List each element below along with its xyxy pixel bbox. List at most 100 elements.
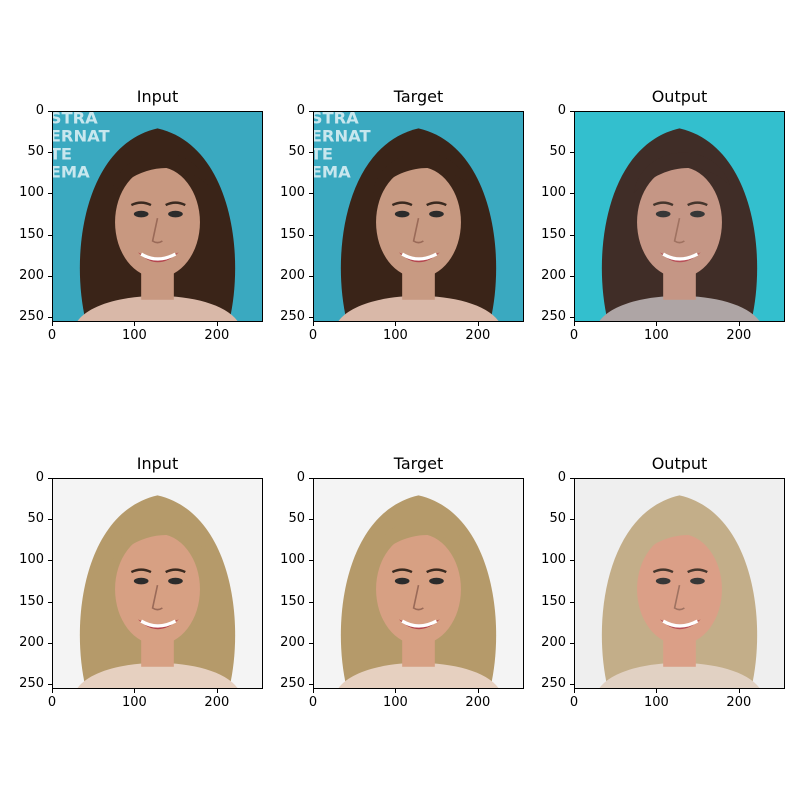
x-tick-label: 100 [383,695,408,710]
face-image: STRAERNATTEEMA [53,112,262,321]
shoulders [599,295,760,321]
soft-overlay [575,112,784,321]
y-tick-label: 200 [541,267,566,283]
y-tick-mark [48,111,52,112]
backdrop-text: STRA [53,112,98,127]
right-eye [429,577,444,585]
x-tick-label: 200 [465,328,491,343]
y-tick-label: 250 [541,676,566,692]
x-tick-label: 100 [644,328,669,343]
x-tick-label: 200 [204,695,230,710]
teeth [140,619,177,628]
face-image [53,479,262,688]
y-tick-mark [48,642,52,644]
x-tick-mark [574,689,575,693]
image-panel [574,478,785,689]
y-tick-label: 50 [549,144,566,160]
y-tick-mark [570,193,574,195]
left-eye [133,210,149,218]
image-panel: STRAERNATTEEMA [52,111,263,322]
x-tick-mark [134,689,136,693]
y-tick-label: 250 [280,676,305,692]
left-brow [652,568,674,574]
x-tick-mark [738,322,740,326]
left-eye [394,577,410,585]
shoulders [338,662,499,688]
x-tick-mark [656,322,658,326]
y-tick-mark [309,642,313,644]
hair-fringe [372,152,470,194]
right-eye [690,577,705,585]
y-tick-label: 150 [280,226,305,242]
backdrop-text: EMA [53,162,90,181]
image-panel: STRAERNATTEEMA [313,111,524,322]
y-tick-mark [309,317,313,319]
y-tick-label: 50 [288,144,305,160]
right-brow [426,568,447,574]
left-eye [655,210,671,218]
y-tick-label: 50 [27,511,44,527]
x-tick-mark [134,322,136,326]
x-tick-label: 200 [726,695,752,710]
y-tick-label: 100 [280,552,305,568]
y-tick-mark [48,193,52,195]
y-tick-mark [570,601,574,603]
x-tick-mark [738,689,740,693]
right-eye [690,210,705,218]
backdrop-text: TE [53,144,72,163]
y-tick-label: 150 [19,593,44,609]
face-image [314,479,523,688]
x-tick-mark [52,322,53,326]
x-tick-label: 0 [569,328,579,343]
x-tick-mark [395,689,397,693]
backdrop-text: TE [314,144,333,163]
x-tick-label: 200 [726,328,752,343]
y-tick-mark [570,519,574,521]
y-tick-label: 0 [35,470,44,485]
right-brow [687,201,708,207]
y-tick-label: 250 [19,676,44,692]
y-tick-mark [309,560,313,562]
y-tick-label: 100 [541,552,566,568]
left-brow [391,568,413,574]
y-tick-mark [570,642,574,644]
image-panel [313,478,524,689]
x-tick-label: 100 [644,695,669,710]
nose [151,584,163,611]
backdrop-text: EMA [314,162,351,181]
left-eye [655,577,671,585]
y-tick-mark [570,317,574,319]
x-tick-mark [52,689,53,693]
nose [673,584,685,611]
y-tick-mark [48,152,52,154]
y-tick-label: 0 [557,470,566,485]
soft-overlay [575,479,784,688]
y-tick-label: 150 [541,593,566,609]
panel-title: Target [393,87,444,106]
face [376,166,461,278]
backdrop-text: STRA [314,112,359,127]
y-tick-mark [309,193,313,195]
y-tick-mark [309,519,313,521]
y-tick-label: 0 [296,103,305,118]
y-tick-mark [309,478,313,479]
y-tick-label: 200 [280,267,305,283]
y-tick-label: 200 [280,634,305,650]
x-tick-mark [313,322,314,326]
y-tick-mark [570,152,574,154]
panel-title: Input [136,87,179,106]
x-tick-mark [477,322,479,326]
x-tick-mark [574,322,575,326]
shoulders [599,662,760,688]
x-tick-label: 0 [569,695,579,710]
x-tick-mark [216,322,218,326]
left-eye [394,210,410,218]
image-panel [574,111,785,322]
x-tick-label: 0 [308,695,318,710]
y-tick-label: 50 [288,511,305,527]
y-tick-mark [48,234,52,236]
teeth [662,252,699,261]
nose [151,217,163,244]
y-tick-mark [309,275,313,277]
face-image [575,479,784,688]
